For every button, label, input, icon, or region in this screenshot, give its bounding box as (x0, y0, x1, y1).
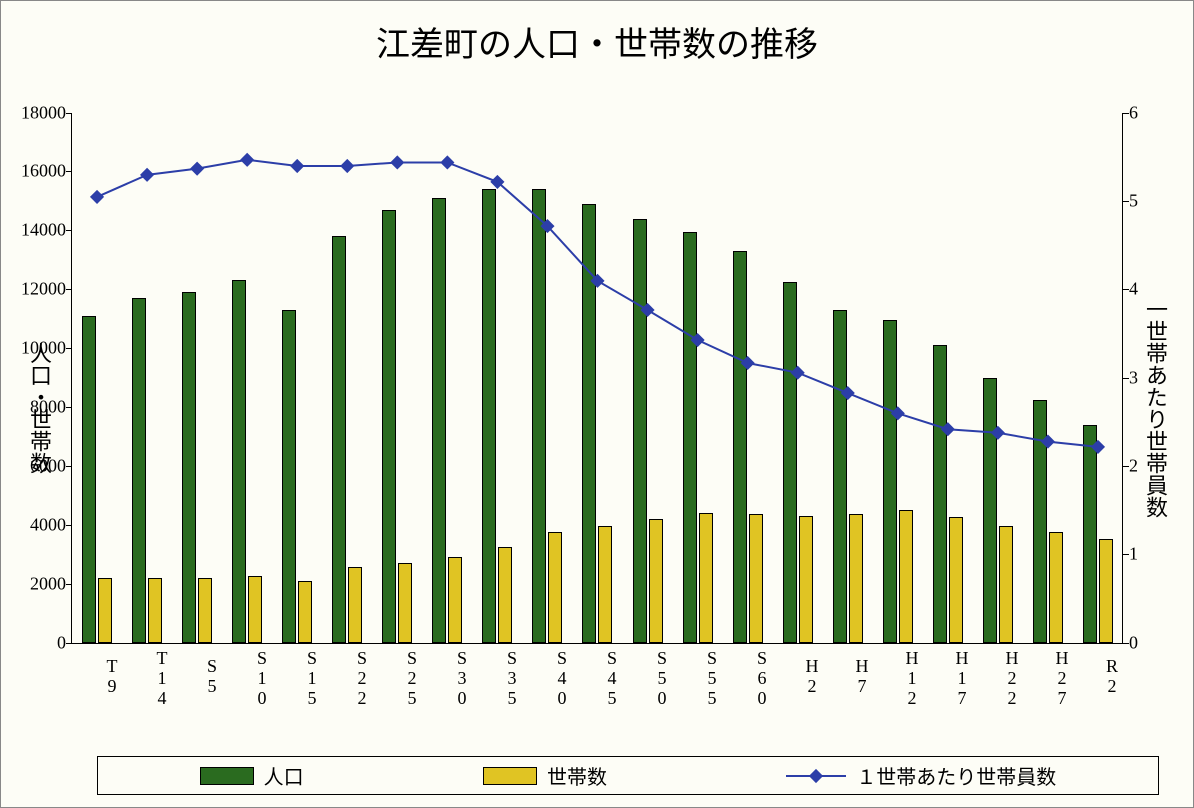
x-tick: T9 (72, 648, 122, 704)
avg-marker (991, 425, 1005, 439)
x-axis-labels: T9T14S5S10S15S22S25S30S35S40S45S50S55S60… (72, 648, 1122, 704)
x-tick: S30 (422, 648, 472, 704)
x-tick: H12 (872, 648, 922, 704)
x-tick: S10 (222, 648, 272, 704)
avg-marker (240, 152, 254, 166)
legend-hh: 世帯数 (483, 761, 607, 790)
x-tick: R2 (1072, 648, 1122, 704)
avg-marker (741, 355, 755, 369)
x-tick: T14 (122, 648, 172, 704)
avg-marker (1041, 434, 1055, 448)
x-tick: S35 (472, 648, 522, 704)
legend-avg: １世帯あたり世帯員数 (786, 761, 1056, 790)
plot-wrap: 0200040006000800010000120001400016000180… (61, 113, 1133, 704)
avg-marker (190, 161, 204, 175)
avg-marker (941, 422, 955, 436)
chart-row: 人口・世帯数 020004000600080001000012000140001… (17, 70, 1177, 746)
y1-tick: 12000 (21, 279, 72, 300)
legend-pop-swatch (200, 767, 254, 785)
avg-marker (140, 167, 154, 181)
x-tick: H22 (972, 648, 1022, 704)
x-tick: S15 (272, 648, 322, 704)
x-tick: S5 (172, 648, 222, 704)
x-tick: H7 (822, 648, 872, 704)
line-layer (72, 113, 1123, 643)
avg-marker (1091, 439, 1105, 453)
x-tick: S60 (722, 648, 772, 704)
chart-title-text: 江差町の人口・世帯数の推移 (376, 27, 818, 64)
x-tick: H17 (922, 648, 972, 704)
legend-pop-label: 人口 (264, 761, 304, 790)
y1-tick: 14000 (21, 220, 72, 241)
chart-frame: 江差町の人口・世帯数の推移 人口・世帯数 0200040006000800010… (0, 0, 1194, 808)
x-tick: S55 (672, 648, 722, 704)
avg-marker (440, 155, 454, 169)
x-tick: H27 (1022, 648, 1072, 704)
legend: 人口 世帯数 １世帯あたり世帯員数 (97, 756, 1159, 795)
plot-area: 0200040006000800010000120001400016000180… (71, 113, 1123, 644)
avg-marker (640, 302, 654, 316)
avg-marker (290, 158, 304, 172)
avg-marker (340, 158, 354, 172)
x-tick: S22 (322, 648, 372, 704)
x-tick: S45 (572, 648, 622, 704)
avg-marker (791, 365, 805, 379)
legend-hh-label: 世帯数 (547, 761, 607, 790)
x-tick: S50 (622, 648, 672, 704)
legend-avg-label: １世帯あたり世帯員数 (856, 761, 1056, 790)
legend-avg-line-icon (786, 775, 846, 777)
y1-tick: 18000 (21, 102, 72, 123)
x-tick: S25 (372, 648, 422, 704)
avg-marker (891, 406, 905, 420)
y2-axis-label: 一世帯あたり世帯員数 (1133, 298, 1177, 518)
avg-marker (841, 385, 855, 399)
legend-hh-swatch (483, 767, 537, 785)
y1-tick: 10000 (21, 338, 72, 359)
y1-tick: 16000 (21, 161, 72, 182)
x-tick: S40 (522, 648, 572, 704)
avg-marker (691, 332, 705, 346)
avg-marker (90, 189, 104, 203)
chart-title: 江差町の人口・世帯数の推移 (17, 17, 1177, 66)
x-tick: H2 (772, 648, 822, 704)
avg-marker (390, 155, 404, 169)
avg-line (97, 159, 1098, 446)
legend-pop: 人口 (200, 761, 304, 790)
